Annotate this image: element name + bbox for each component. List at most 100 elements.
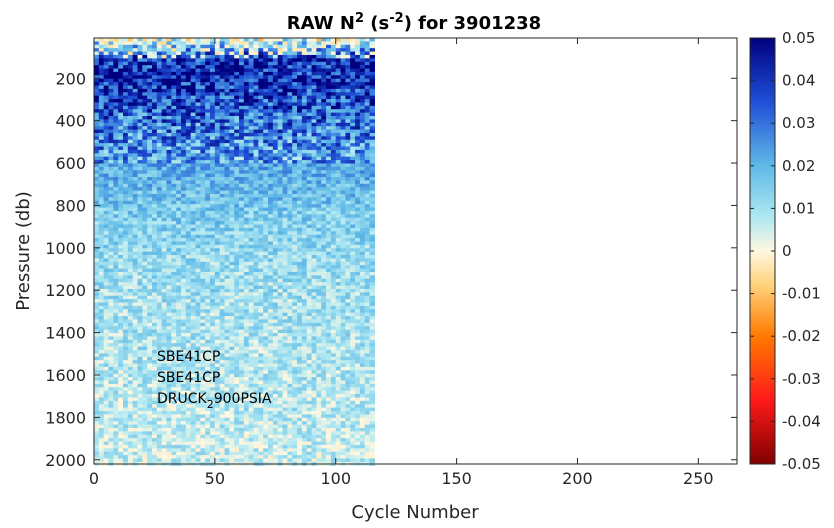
heatmap-cell bbox=[123, 299, 129, 304]
heatmap-cell bbox=[277, 285, 284, 290]
heatmap-cell bbox=[171, 244, 177, 249]
heatmap-cell bbox=[277, 95, 284, 100]
heatmap-cell bbox=[171, 197, 177, 202]
heatmap-cell bbox=[205, 414, 211, 419]
heatmap-cell bbox=[214, 421, 221, 426]
heatmap-cell bbox=[272, 156, 279, 161]
heatmap-cell bbox=[268, 458, 274, 463]
heatmap-cell bbox=[98, 136, 105, 141]
heatmap-cell bbox=[268, 177, 274, 182]
heatmap-cell bbox=[268, 173, 274, 178]
heatmap-cell bbox=[181, 380, 187, 385]
heatmap-cell bbox=[147, 309, 153, 314]
heatmap-cell bbox=[258, 302, 264, 307]
heatmap-cell bbox=[239, 255, 245, 260]
heatmap-cell bbox=[272, 431, 279, 436]
heatmap-cell bbox=[94, 109, 100, 114]
heatmap-cell bbox=[210, 160, 216, 165]
heatmap-cell bbox=[152, 95, 158, 100]
heatmap-cell bbox=[94, 455, 100, 460]
heatmap-cell bbox=[132, 407, 139, 412]
heatmap-cell bbox=[161, 305, 168, 310]
heatmap-cell bbox=[98, 248, 105, 253]
heatmap-cell bbox=[195, 333, 201, 338]
heatmap-cell bbox=[185, 65, 192, 70]
heatmap-cell bbox=[200, 305, 206, 310]
heatmap-cell bbox=[243, 244, 250, 249]
heatmap-cell bbox=[137, 271, 143, 276]
heatmap-cell bbox=[152, 431, 158, 436]
heatmap-cell bbox=[253, 170, 259, 175]
heatmap-cell bbox=[272, 329, 279, 334]
heatmap-cell bbox=[161, 346, 168, 351]
heatmap-cell bbox=[176, 295, 182, 300]
heatmap-cell bbox=[142, 58, 148, 63]
heatmap-cell bbox=[224, 38, 230, 42]
heatmap-cell bbox=[195, 424, 201, 429]
heatmap-cell bbox=[224, 295, 230, 300]
heatmap-cell bbox=[137, 197, 143, 202]
heatmap-cell bbox=[137, 380, 143, 385]
heatmap-cell bbox=[282, 248, 288, 253]
heatmap-cell bbox=[98, 224, 105, 229]
heatmap-cell bbox=[171, 115, 177, 120]
heatmap-cell bbox=[234, 61, 240, 66]
heatmap-cell bbox=[108, 261, 114, 266]
heatmap-cell bbox=[171, 326, 177, 331]
heatmap-cell bbox=[113, 414, 119, 419]
heatmap-cell bbox=[219, 82, 226, 87]
heatmap-cell bbox=[210, 217, 216, 222]
heatmap-cell bbox=[214, 92, 221, 97]
heatmap-cell bbox=[113, 143, 119, 148]
heatmap-cell bbox=[176, 41, 182, 46]
heatmap-cell bbox=[181, 271, 187, 276]
heatmap-cell bbox=[176, 217, 182, 222]
heatmap-cell bbox=[161, 244, 168, 249]
heatmap-cell bbox=[224, 312, 230, 317]
heatmap-cell bbox=[185, 122, 192, 127]
heatmap-cell bbox=[181, 65, 187, 70]
heatmap-cell bbox=[200, 278, 206, 283]
heatmap-cell bbox=[190, 102, 197, 107]
heatmap-cell bbox=[268, 238, 274, 243]
heatmap-cell bbox=[176, 149, 182, 154]
heatmap-cell bbox=[181, 210, 187, 215]
heatmap-cell bbox=[229, 346, 235, 351]
heatmap-cell bbox=[253, 411, 259, 415]
heatmap-cell bbox=[98, 265, 105, 270]
heatmap-cell bbox=[239, 170, 245, 175]
heatmap-cell bbox=[123, 48, 129, 53]
heatmap-cell bbox=[272, 166, 279, 171]
heatmap-cell bbox=[132, 258, 139, 263]
heatmap-cell bbox=[234, 360, 240, 365]
heatmap-cell bbox=[239, 99, 245, 104]
heatmap-cell bbox=[190, 258, 197, 263]
heatmap-cell bbox=[219, 85, 226, 90]
heatmap-cell bbox=[210, 177, 216, 182]
heatmap-cell bbox=[113, 204, 119, 209]
heatmap-cell bbox=[176, 251, 182, 256]
heatmap-cell bbox=[224, 238, 230, 243]
heatmap-cell bbox=[239, 383, 245, 388]
heatmap-cell bbox=[282, 146, 288, 151]
heatmap-cell bbox=[147, 48, 153, 53]
heatmap-cell bbox=[171, 261, 177, 266]
heatmap-cell bbox=[152, 102, 158, 107]
heatmap-cell bbox=[253, 455, 259, 460]
heatmap-cell bbox=[142, 244, 148, 249]
heatmap-cell bbox=[142, 224, 148, 229]
heatmap-cell bbox=[190, 336, 197, 341]
heatmap-cell bbox=[108, 85, 114, 90]
heatmap-cell bbox=[108, 163, 114, 168]
heatmap-cell bbox=[248, 431, 255, 436]
heatmap-cell bbox=[195, 404, 201, 409]
heatmap-cell bbox=[142, 448, 148, 453]
heatmap-cell bbox=[113, 109, 119, 114]
heatmap-cell bbox=[210, 363, 216, 368]
heatmap-cell bbox=[166, 339, 172, 344]
heatmap-cell bbox=[229, 302, 235, 307]
heatmap-cell bbox=[118, 312, 124, 317]
heatmap-cell bbox=[152, 268, 158, 273]
heatmap-cell bbox=[263, 61, 269, 66]
heatmap-cell bbox=[176, 397, 182, 402]
